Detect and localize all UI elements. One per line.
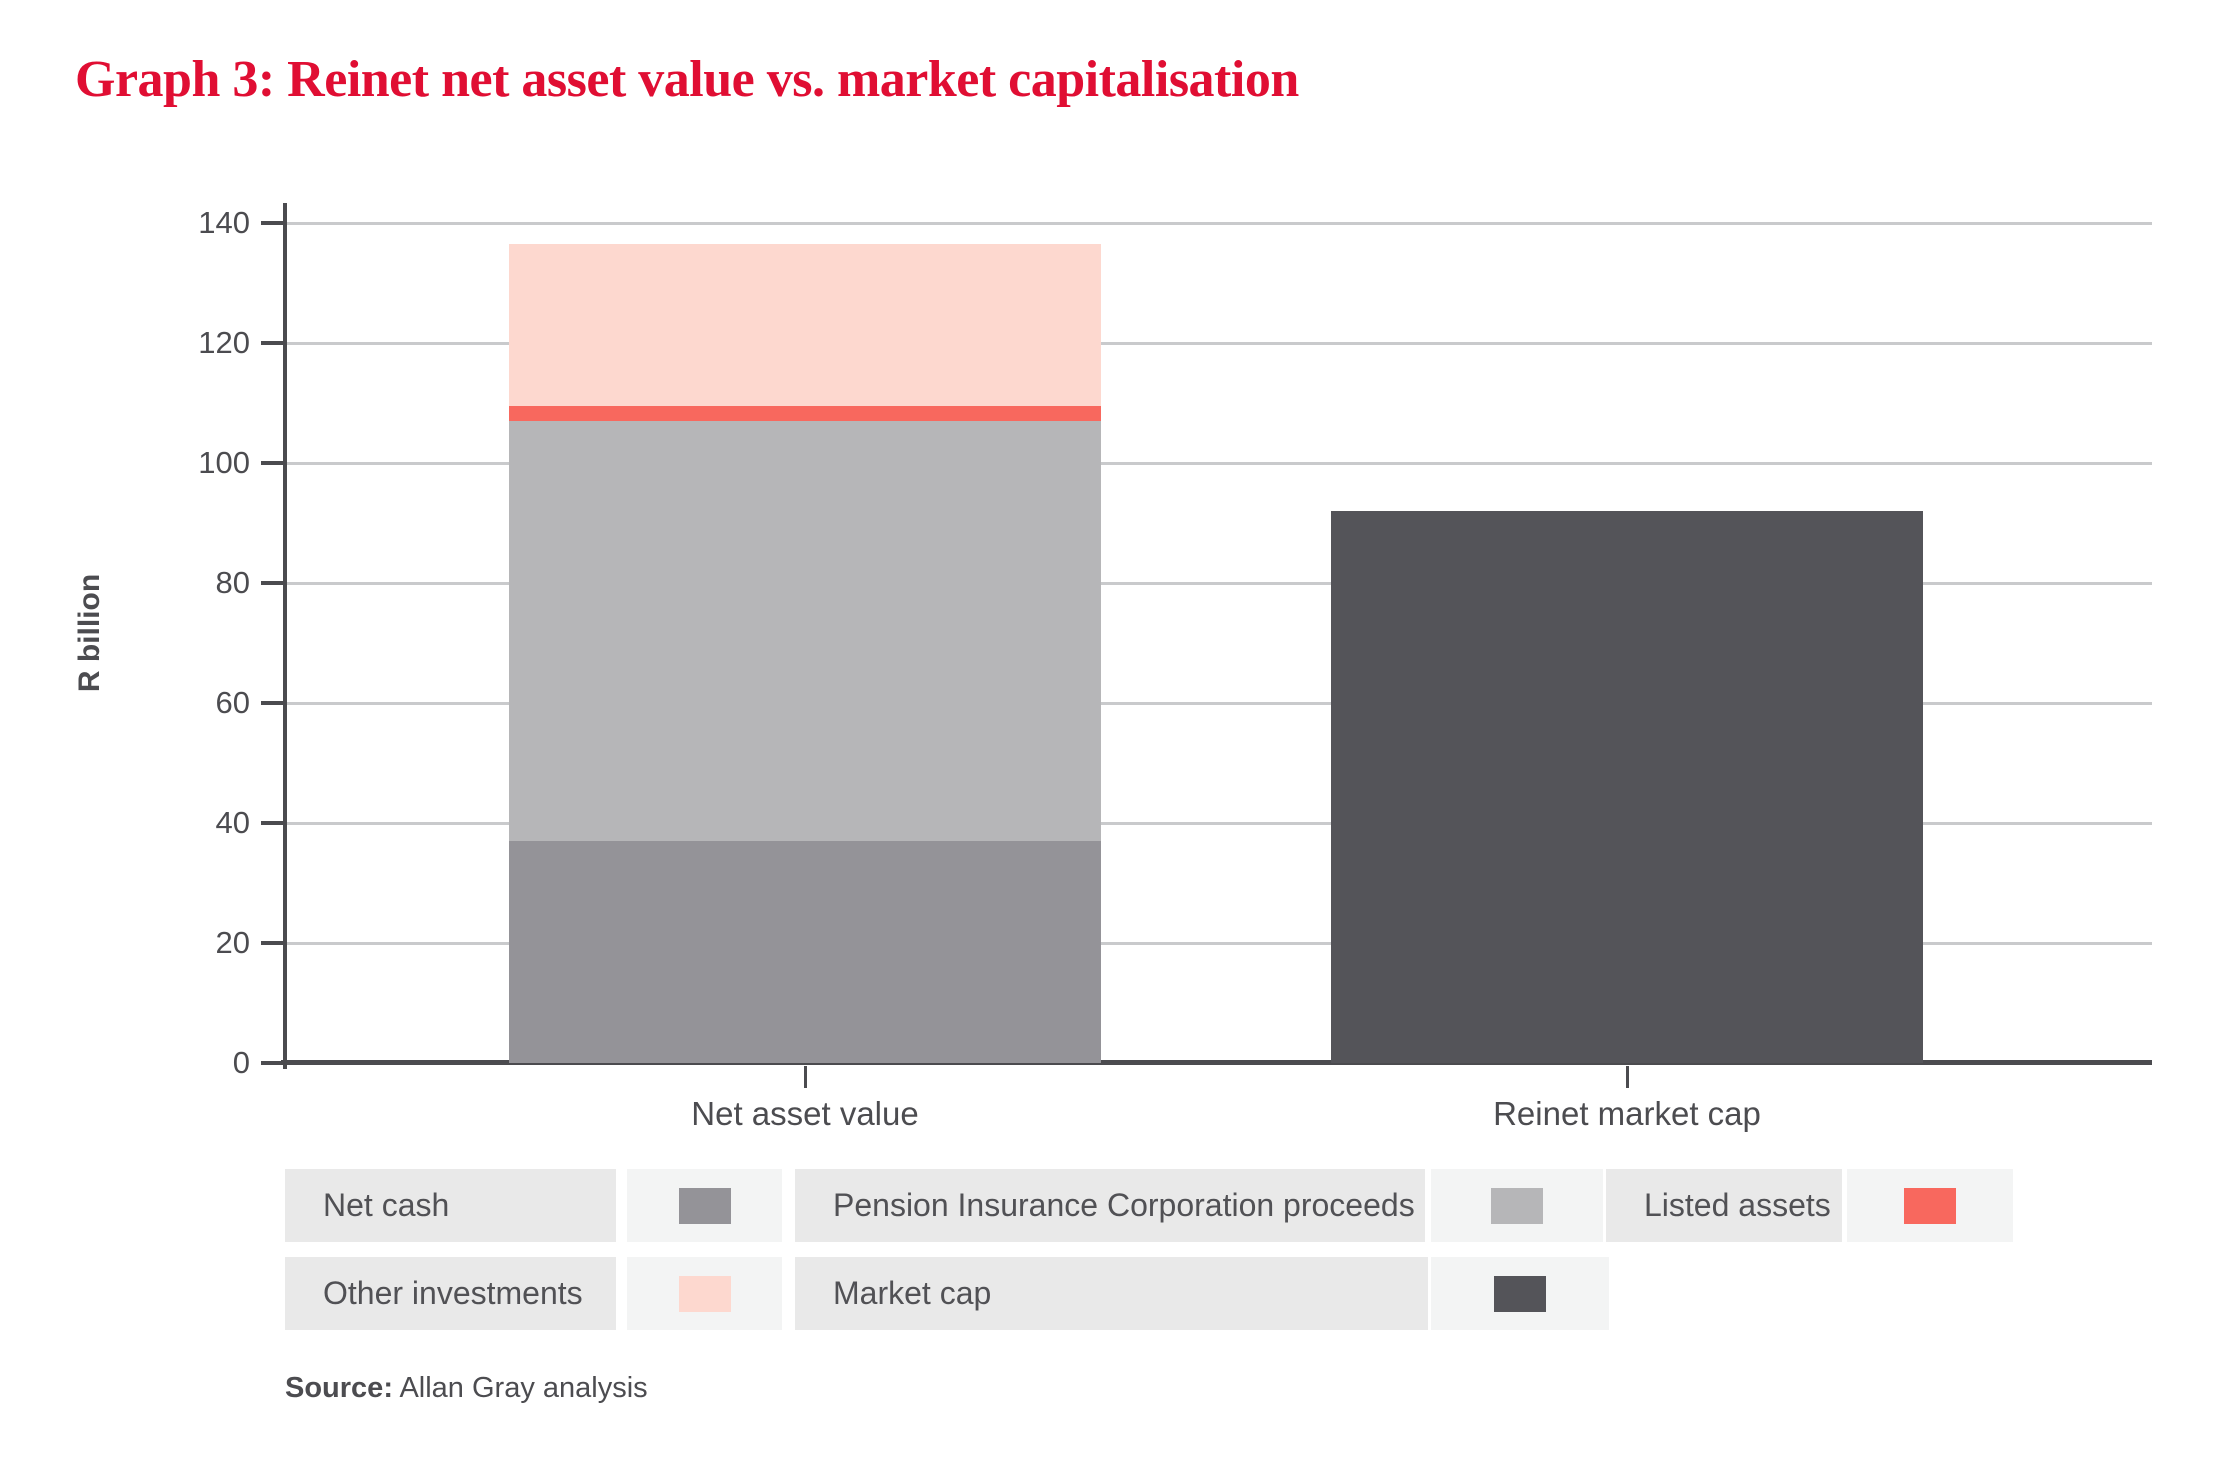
y-tick-label-40: 40 [215,805,250,840]
legend-swatch-listed-assets [1904,1187,1956,1224]
legend-label-cell-other-investments: Other investments [285,1257,616,1330]
legend-label-cell-market-cap: Market cap [795,1257,1428,1330]
legend-label-cell-listed-assets: Listed assets [1606,1169,1842,1242]
legend-label-market-cap: Market cap [833,1275,992,1311]
category-label-reinet-market-cap: Reinet market cap [1493,1095,1761,1132]
source-label: Source: [285,1372,393,1404]
x-tick-net-asset-value [804,1066,807,1088]
y-tick-label-20: 20 [215,925,250,960]
source-text: Allan Gray analysis [392,1372,648,1404]
legend-swatch-cell-other-investments [627,1257,782,1330]
category-label-net-asset-value: Net asset value [691,1095,919,1132]
legend-swatch-cell-listed-assets [1847,1169,2013,1242]
legend-swatch-other-investments [678,1275,731,1312]
gridline-60 [285,701,2152,705]
plot-area: 0 20 40 60 80 100 120 140 [198,203,2152,1088]
y-tick-140 [261,221,283,225]
legend-swatch-pension-insurance-corporation-proceeds [1491,1187,1543,1224]
legend-label-cell-pension-insurance-corporation-proceeds: Pension Insurance Corporation proceeds [795,1169,1425,1242]
y-tick-0 [261,1061,283,1065]
y-tick-label-60: 60 [215,685,250,720]
y-tick-label-100: 100 [198,445,250,480]
legend-swatch-cell-pension-insurance-corporation-proceeds [1431,1169,1603,1242]
y-tick-label-120: 120 [198,325,250,360]
legend-swatch-market-cap [1494,1275,1546,1312]
legend-label-pension-insurance-corporation-proceeds: Pension Insurance Corporation proceeds [833,1187,1415,1223]
legend-label-listed-assets: Listed assets [1644,1187,1831,1223]
legend-swatch-cell-net-cash [627,1169,782,1242]
y-tick-20 [261,941,283,945]
source-note: Source: Allan Gray analysis [285,1372,648,1405]
bar-segment-listed-assets [509,406,1101,421]
legend-swatch-net-cash [678,1187,731,1224]
y-axis-title: R billion [73,573,106,693]
y-axis-line [283,203,287,1069]
bar-segment-other-investments [509,244,1101,406]
gridline-40 [285,821,2152,825]
gridline-100 [285,461,2152,465]
gridline-20 [285,941,2152,945]
y-tick-label-140: 140 [198,205,250,240]
y-tick-80 [261,581,283,585]
bar-segment-market-cap [1331,511,1923,1063]
gridline-120 [285,341,2152,345]
chart-title: Graph 3: Reinet net asset value vs. mark… [75,51,1299,108]
legend-label-other-investments: Other investments [323,1275,583,1311]
y-tick-100 [261,461,283,465]
bar-segment-pension-insurance-corporation-proceeds [509,421,1101,841]
y-tick-40 [261,821,283,825]
y-tick-60 [261,701,283,705]
legend-swatch-cell-market-cap [1431,1257,1609,1330]
gridline-140 [285,221,2152,225]
y-tick-label-80: 80 [215,565,250,600]
bar-segment-net-cash [509,841,1101,1063]
x-tick-reinet-market-cap [1626,1066,1629,1088]
y-tick-120 [261,341,283,345]
gridline-80 [285,581,2152,585]
y-tick-label-0: 0 [232,1045,250,1080]
legend-label-net-cash: Net cash [323,1187,450,1223]
x-axis-line [281,1060,2152,1065]
legend-label-cell-net-cash: Net cash [285,1169,616,1242]
